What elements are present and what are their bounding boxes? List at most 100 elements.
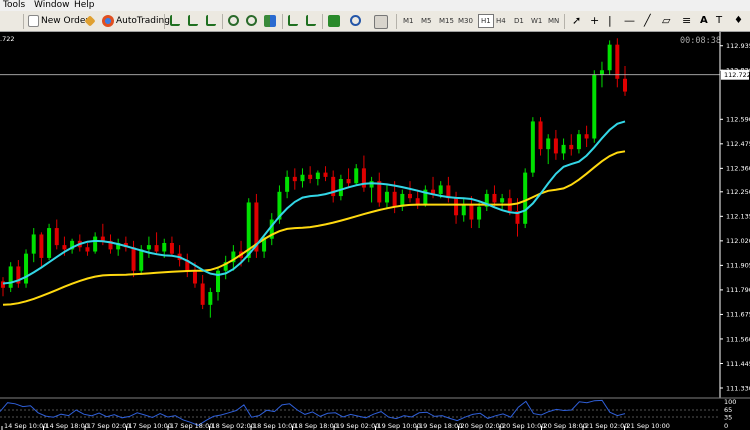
cursor-icon[interactable]: ➚ <box>572 14 582 27</box>
horizontal-line-icon[interactable]: — <box>624 14 635 27</box>
time-label: 14 Sep 10:00 <box>4 422 47 430</box>
candle-body <box>500 198 505 203</box>
time-label: 20 Sep 18:00 <box>544 422 587 430</box>
chart-shift-icon[interactable] <box>306 15 316 26</box>
candle-body <box>361 168 366 188</box>
candle-body <box>469 204 474 220</box>
menu-help[interactable]: Help <box>74 0 95 10</box>
autotrading-icon <box>102 15 114 27</box>
toolbar-separator <box>322 14 323 29</box>
time-label: 17 Sep 02:00 <box>87 422 130 430</box>
candle-body <box>223 262 228 271</box>
timeframe-h1[interactable]: H1 <box>478 14 494 28</box>
timeframe-h4[interactable]: H4 <box>496 17 506 25</box>
fibonacci-icon[interactable]: ≡ <box>682 14 692 27</box>
price-label: 112.135 <box>726 213 750 221</box>
candle-body <box>108 240 113 250</box>
price-label: 112.250 <box>726 188 750 196</box>
candle-body <box>139 249 144 271</box>
oscillator-label: 35 <box>724 414 732 422</box>
time-label: 21 Sep 10:00 <box>627 422 670 430</box>
chart-background <box>0 32 750 430</box>
candle-body <box>154 245 159 252</box>
timeframe-m30[interactable]: M30 <box>458 17 473 25</box>
toolbar-separator <box>564 14 565 29</box>
candle-body <box>269 219 274 239</box>
text-tool-icon[interactable]: A <box>700 15 708 26</box>
trendline-icon[interactable]: ╱ <box>644 14 651 27</box>
timeframe-d1[interactable]: D1 <box>514 17 524 25</box>
candle-body <box>615 44 620 79</box>
menu-bar: Tools Window Help <box>0 0 750 11</box>
candle-body <box>354 168 359 184</box>
candle-body <box>85 247 90 252</box>
time-label: 18 Sep 10:00 <box>253 422 296 430</box>
candle-body <box>377 181 382 203</box>
candle-body <box>246 202 251 258</box>
bar-chart-icon[interactable] <box>170 15 180 26</box>
candle-body <box>569 144 574 150</box>
periods-icon[interactable] <box>350 15 361 26</box>
timeframe-m1[interactable]: M1 <box>403 17 414 25</box>
candle-body <box>24 253 29 284</box>
candle-body <box>431 189 436 194</box>
oscillator-label: 0 <box>724 422 728 430</box>
price-chart[interactable]: .722 00:08:38 112.935112.820112.590112.4… <box>0 32 750 430</box>
new-order-button[interactable]: New Order <box>41 16 90 26</box>
menu-window[interactable]: Window <box>34 0 70 10</box>
candle-body <box>538 121 543 150</box>
candle-body <box>477 206 482 220</box>
time-label: 17 Sep 10:00 <box>129 422 172 430</box>
oscillator-label: 100 <box>724 398 736 406</box>
candle-body <box>116 242 121 250</box>
slow-moving-average <box>2 150 626 306</box>
crosshair-icon[interactable]: + <box>590 14 600 27</box>
timeframe-m15[interactable]: M15 <box>439 17 454 25</box>
candle-body <box>561 144 566 154</box>
left-price-fragment: .722 <box>0 35 14 43</box>
price-label: 112.475 <box>726 140 750 148</box>
candle-body <box>369 181 374 188</box>
timeframe-w1[interactable]: W1 <box>531 17 543 25</box>
price-label: 111.675 <box>726 311 750 319</box>
candle-body <box>592 74 597 139</box>
indicators-icon[interactable] <box>328 15 340 27</box>
candle-body <box>515 211 520 224</box>
time-label: 19 Sep 18:00 <box>419 422 462 430</box>
candle-body <box>162 242 167 252</box>
time-label: 14 Sep 18:00 <box>46 422 89 430</box>
fast-moving-average <box>2 120 626 285</box>
timeframe-mn[interactable]: MN <box>548 17 560 25</box>
equidistant-channel-icon[interactable]: ▱ <box>662 14 671 27</box>
vertical-line-icon[interactable]: | <box>608 14 612 27</box>
candle-body <box>576 134 581 150</box>
candle-body <box>484 193 489 207</box>
candle-body <box>338 179 343 197</box>
candle-body <box>216 270 221 293</box>
candle-body <box>31 234 36 254</box>
templates-icon[interactable] <box>374 15 388 29</box>
zoom-out-icon[interactable] <box>246 15 257 26</box>
candle-body <box>70 240 75 250</box>
tile-windows-icon[interactable] <box>264 15 276 27</box>
arrows-icon[interactable]: ♦ <box>734 15 743 26</box>
price-label: 112.360 <box>726 165 750 173</box>
line-chart-icon[interactable] <box>206 15 216 26</box>
price-label: 111.330 <box>726 384 750 392</box>
candle-body <box>415 198 420 205</box>
candlestick-chart-icon[interactable] <box>188 15 198 26</box>
text-label-icon[interactable]: T <box>716 15 723 26</box>
candle-body <box>200 283 205 305</box>
candle-body <box>392 191 397 207</box>
candle-body <box>285 176 290 192</box>
price-label: 111.790 <box>726 286 750 294</box>
menu-tools[interactable]: Tools <box>3 0 26 10</box>
candle-body <box>407 193 412 199</box>
toolbar-separator <box>164 14 165 29</box>
candle-body <box>323 172 328 177</box>
zoom-in-icon[interactable] <box>228 15 239 26</box>
timeframe-m5[interactable]: M5 <box>421 17 432 25</box>
autotrading-button[interactable]: AutoTrading <box>116 16 170 26</box>
auto-scroll-icon[interactable] <box>288 15 298 26</box>
